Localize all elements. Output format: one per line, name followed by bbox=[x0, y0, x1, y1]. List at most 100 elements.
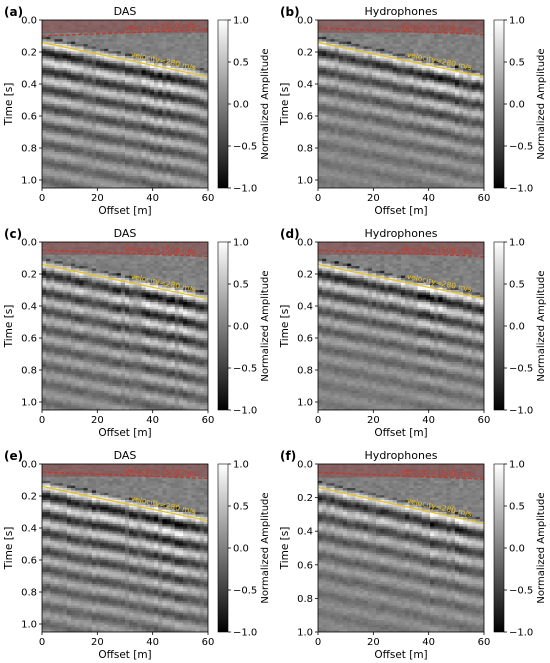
seismic-cell bbox=[367, 120, 373, 124]
seismic-cell bbox=[187, 84, 192, 88]
seismic-cell bbox=[54, 65, 59, 69]
seismic-cell bbox=[112, 183, 118, 186]
seismic-cell bbox=[203, 70, 208, 74]
seismic-cell bbox=[100, 84, 105, 88]
seismic-cell bbox=[392, 147, 398, 150]
seismic-cell bbox=[66, 34, 72, 38]
seismic-cell bbox=[191, 132, 196, 136]
seismic-cell bbox=[75, 180, 80, 184]
seismic-cell bbox=[83, 104, 89, 107]
seismic-cell bbox=[417, 60, 423, 64]
seismic-cell bbox=[187, 75, 192, 78]
seismic-cell bbox=[425, 185, 431, 188]
seismic-cell bbox=[116, 104, 122, 107]
seismic-cell bbox=[187, 80, 192, 83]
seismic-cell bbox=[42, 159, 47, 162]
seismic-cell bbox=[405, 56, 410, 59]
seismic-cell bbox=[384, 149, 389, 153]
seismic-cell bbox=[137, 178, 142, 182]
seismic-cell bbox=[50, 135, 55, 138]
seismic-cell bbox=[434, 106, 439, 110]
seismic-cell bbox=[170, 180, 176, 184]
seismic-cell bbox=[178, 137, 184, 141]
seismic-cell bbox=[158, 164, 163, 167]
seismic-cell bbox=[104, 104, 109, 107]
seismic-cell bbox=[191, 142, 196, 146]
seismic-cell bbox=[409, 140, 414, 143]
seismic-cell bbox=[162, 60, 167, 64]
seismic-cell bbox=[125, 171, 130, 174]
seismic-cell bbox=[405, 113, 410, 117]
seismic-cell bbox=[430, 101, 435, 105]
seismic-cell bbox=[330, 113, 335, 117]
seismic-cell bbox=[120, 108, 126, 112]
seismic-cell bbox=[199, 111, 205, 114]
seismic-cell bbox=[199, 125, 205, 129]
seismic-cell bbox=[405, 68, 410, 71]
seismic-cell bbox=[129, 96, 134, 100]
seismic-cell bbox=[133, 156, 138, 160]
seismic-cell bbox=[371, 48, 377, 52]
seismic-cell bbox=[108, 178, 113, 182]
seismic-cell bbox=[46, 149, 51, 153]
seismic-cell bbox=[434, 132, 439, 136]
seismic-cell bbox=[401, 68, 406, 71]
seismic-cell bbox=[58, 63, 64, 66]
seismic-cell bbox=[438, 113, 443, 117]
seismic-cell bbox=[104, 147, 109, 150]
seismic-cell bbox=[129, 51, 134, 54]
seismic-cell bbox=[170, 168, 176, 172]
seismic-cell bbox=[75, 135, 80, 138]
seismic-cell bbox=[104, 77, 109, 81]
seismic-cell bbox=[62, 65, 68, 69]
seismic-cell bbox=[174, 104, 180, 107]
seismic-cell bbox=[430, 168, 435, 172]
seismic-cell bbox=[158, 161, 163, 165]
seismic-cell bbox=[396, 159, 402, 162]
seismic-cell bbox=[120, 159, 126, 162]
seismic-cell bbox=[79, 152, 84, 155]
seismic-cell bbox=[413, 118, 418, 122]
seismic-cell bbox=[351, 53, 356, 57]
seismic-cell bbox=[421, 168, 427, 172]
seismic-cell bbox=[392, 32, 398, 35]
seismic-cell bbox=[318, 96, 323, 100]
seismic-cell bbox=[170, 123, 176, 126]
seismic-cell bbox=[108, 87, 113, 90]
seismic-cell bbox=[380, 72, 385, 76]
seismic-cell bbox=[87, 140, 93, 143]
seismic-cell bbox=[54, 183, 59, 186]
seismic-cell bbox=[330, 144, 335, 148]
seismic-cell bbox=[195, 144, 201, 148]
seismic-cell bbox=[326, 149, 331, 153]
seismic-cell bbox=[83, 147, 89, 150]
seismic-cell bbox=[355, 125, 360, 129]
seismic-cell bbox=[137, 176, 142, 179]
seismic-cell bbox=[330, 92, 335, 95]
seismic-cell bbox=[371, 168, 377, 172]
seismic-cell bbox=[401, 53, 406, 57]
seismic-cell bbox=[66, 156, 72, 160]
seismic-cell bbox=[178, 178, 184, 182]
seismic-cell bbox=[137, 46, 142, 50]
seismic-cell bbox=[183, 176, 188, 179]
seismic-cell bbox=[380, 46, 385, 50]
seismic-cell bbox=[203, 32, 208, 35]
seismic-cell bbox=[405, 144, 410, 148]
seismic-cell bbox=[183, 144, 188, 148]
seismic-cell bbox=[58, 82, 64, 86]
seismic-cell bbox=[342, 63, 348, 66]
seismic-cell bbox=[58, 123, 64, 126]
seismic-cell bbox=[342, 140, 348, 143]
seismic-cell bbox=[79, 168, 84, 172]
seismic-cell bbox=[87, 104, 93, 107]
seismic-cell bbox=[409, 56, 414, 59]
seismic-cell bbox=[170, 34, 176, 38]
seismic-cell bbox=[442, 89, 448, 93]
seismic-cell bbox=[162, 104, 167, 107]
seismic-cell bbox=[322, 41, 327, 45]
seismic-cell bbox=[158, 123, 163, 126]
seismic-cell bbox=[434, 82, 439, 86]
seismic-cell bbox=[203, 178, 208, 182]
seismic-cell bbox=[318, 65, 323, 69]
